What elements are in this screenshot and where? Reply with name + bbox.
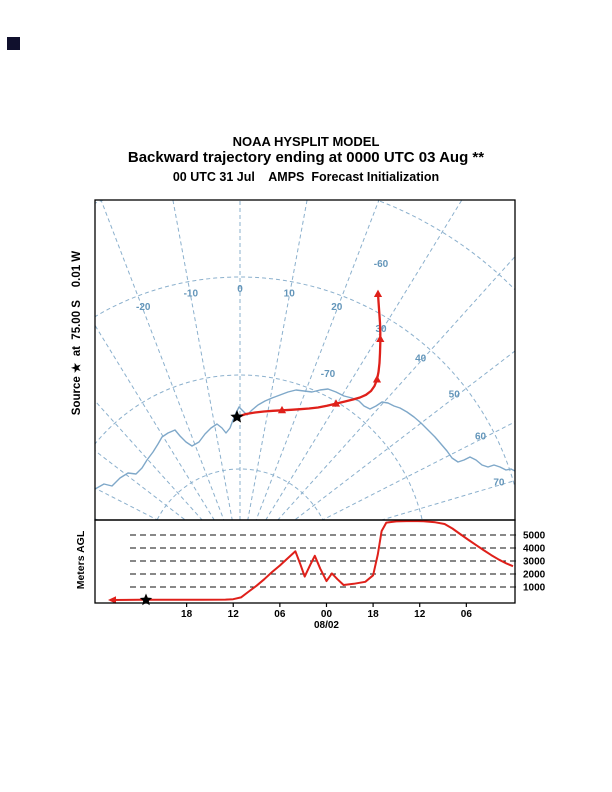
corner-mark	[7, 37, 20, 50]
time-tick-label: 12	[228, 609, 240, 620]
meridian-line	[380, 480, 515, 520]
latitude-label: -60	[374, 259, 389, 270]
trajectory-marker	[372, 375, 382, 383]
plot-title: Backward trajectory ending at 0000 UTC 0…	[127, 149, 485, 166]
time-tick-label: 00	[321, 609, 333, 620]
trajectory-marker	[277, 405, 287, 414]
altitude-tick-label: 4000	[523, 544, 546, 555]
longitude-label: 60	[475, 431, 487, 442]
altitude-tick-label: 3000	[523, 557, 546, 568]
longitude-label: 0	[237, 284, 243, 295]
trajectory-marker	[376, 334, 385, 342]
altitude-tick-label: 1000	[523, 583, 546, 594]
profile-frame	[94, 519, 516, 604]
profile-start-marker	[108, 596, 116, 604]
init-subtitle: 00 UTC 31 Jul AMPS Forecast Initializati…	[172, 170, 440, 184]
meridian-line	[95, 450, 187, 520]
altitude-profile-line	[112, 520, 514, 601]
meridian-line	[321, 421, 515, 520]
meridian-line	[95, 324, 215, 520]
trajectory-marker	[331, 399, 341, 407]
time-tick-label: 12	[414, 609, 426, 620]
longitude-label: 10	[284, 289, 296, 300]
meridian-line	[293, 350, 515, 520]
longitude-label: 40	[415, 353, 427, 364]
trajectory-path	[235, 292, 382, 419]
latitude-label: -70	[321, 369, 336, 380]
latitude-circle	[95, 200, 515, 291]
model-name: NOAA HYSPLIT MODEL	[232, 134, 380, 149]
meridian-line	[95, 518, 100, 520]
altitude-tick-label: 5000	[523, 531, 546, 542]
longitude-label: 70	[493, 477, 505, 488]
time-tick-label: 06	[461, 609, 473, 620]
longitude-label: -20	[136, 302, 151, 313]
profile-source-star	[139, 593, 153, 606]
time-tick-label: 18	[368, 609, 380, 620]
longitude-label: -10	[184, 289, 199, 300]
time-tick-label: 06	[274, 609, 286, 620]
antarctica-coastline	[95, 388, 515, 490]
source-star	[230, 410, 244, 423]
meridian-line	[95, 487, 159, 520]
longitude-label: 50	[449, 390, 461, 401]
altitude-tick-label: 2000	[523, 570, 546, 581]
trajectory-marker	[373, 289, 383, 297]
map-frame	[94, 199, 516, 521]
time-tick-label: 18	[181, 609, 193, 620]
longitude-label: 20	[331, 302, 343, 313]
latitude-circle	[95, 374, 423, 520]
date-label: 08/02	[314, 620, 339, 631]
